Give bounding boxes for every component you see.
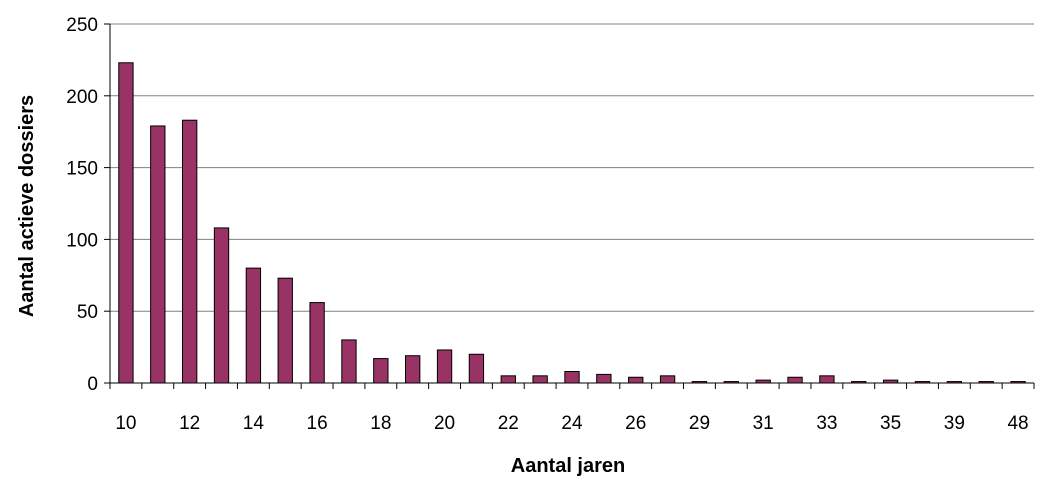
x-tick-label: 24 — [561, 413, 583, 434]
x-tick-label: 20 — [434, 413, 455, 434]
bar-18 — [373, 358, 389, 384]
bars — [118, 62, 1026, 384]
y-tick-labels: 0 50 100 150 200 250 — [66, 15, 98, 395]
x-tick-label: 14 — [243, 413, 265, 434]
bar-13 — [213, 227, 230, 384]
y-tick-label: 150 — [66, 159, 98, 180]
x-tick-label: 10 — [115, 413, 136, 434]
x-tick-label: 12 — [179, 413, 200, 434]
x-tick-label: 48 — [1007, 413, 1028, 434]
x-tick-label: 33 — [816, 413, 837, 434]
y-tick-label: 50 — [77, 302, 98, 323]
bar-23 — [532, 375, 548, 384]
x-tick-label: 39 — [944, 413, 965, 434]
y-tick-label: 250 — [66, 15, 98, 36]
bar-27 — [659, 375, 676, 384]
x-tick-label: 16 — [307, 413, 328, 434]
axes — [104, 23, 1035, 389]
bar-10 — [118, 62, 134, 384]
x-axis-title: Aantal jaren — [511, 455, 625, 477]
x-tick-label: 22 — [498, 413, 519, 434]
bar-32 — [787, 376, 803, 384]
y-tick-label: 200 — [66, 87, 98, 108]
bar-33 — [819, 375, 835, 384]
bar-16 — [309, 302, 325, 384]
x-tick-label: 35 — [880, 413, 901, 434]
x-tick-label: 29 — [689, 413, 710, 434]
bar-19 — [405, 355, 421, 384]
y-tick-label: 0 — [87, 374, 98, 395]
bar-11 — [150, 125, 166, 384]
y-tick-label: 100 — [66, 230, 98, 251]
bar-20 — [436, 349, 453, 384]
bar-21 — [468, 353, 485, 384]
gridlines — [110, 23, 1034, 312]
x-tick-labels: 10 12 14 16 18 20 22 24 26 29 31 33 35 39 48 — [115, 413, 1028, 434]
x-tick-label: 31 — [753, 413, 774, 434]
bar-15 — [277, 277, 293, 384]
bar-25 — [596, 373, 612, 384]
bar-24 — [564, 371, 580, 384]
bar-12 — [181, 119, 198, 384]
bar-17 — [341, 339, 357, 384]
bar-22 — [500, 375, 516, 384]
x-tick-label: 18 — [370, 413, 391, 434]
x-tick-label: 26 — [625, 413, 646, 434]
y-axis-title: Aantal actieve dossiers — [16, 95, 38, 317]
bar-14 — [245, 267, 262, 384]
bar-26 — [628, 376, 644, 384]
